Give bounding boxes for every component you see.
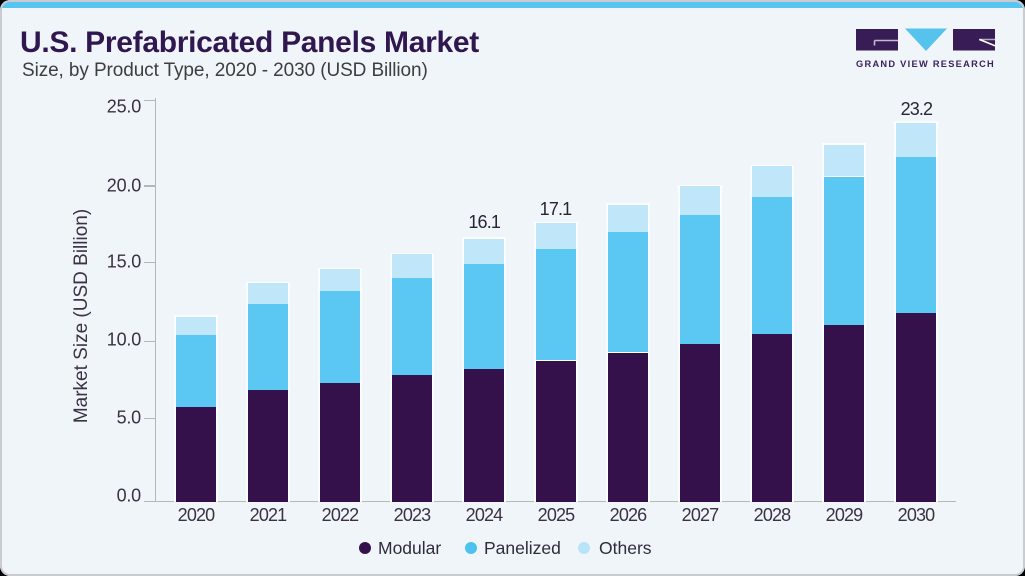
svg-text:GRAND VIEW RESEARCH: GRAND VIEW RESEARCH <box>856 58 995 69</box>
